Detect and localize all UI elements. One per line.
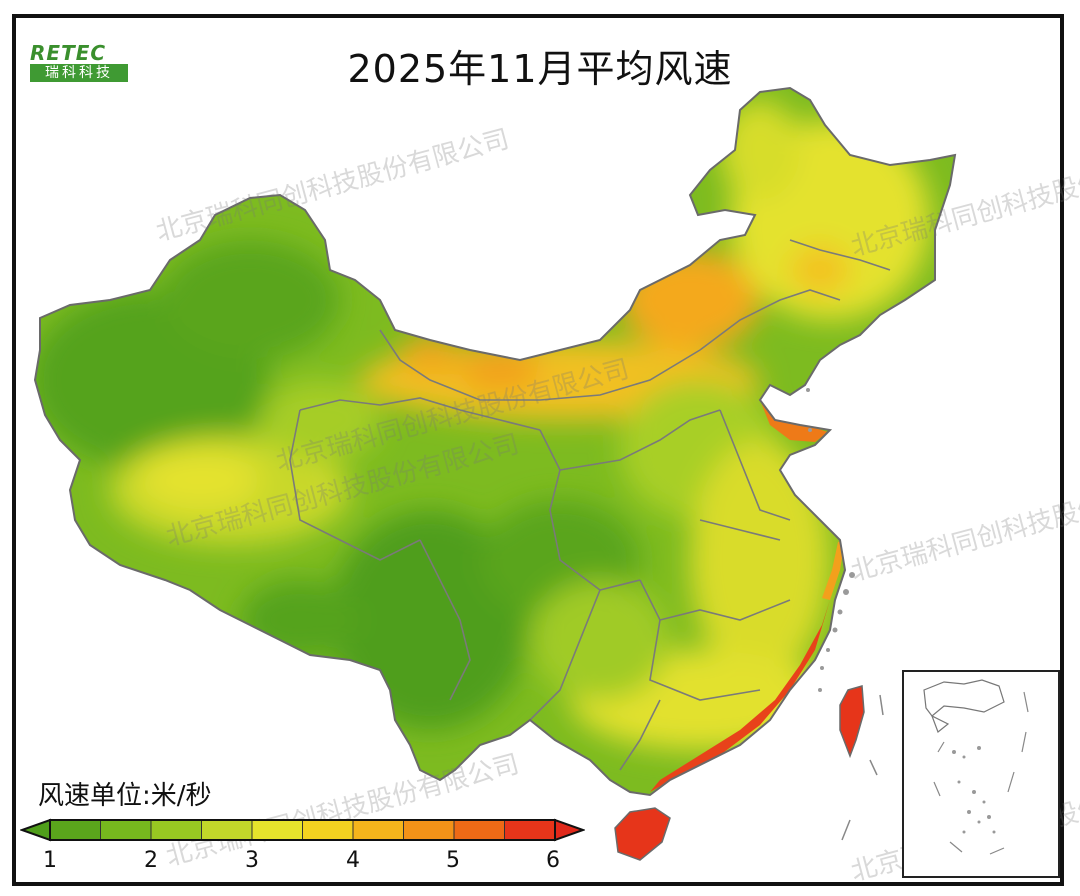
colorbar-segment [49, 819, 101, 841]
province-boundaries [289, 239, 891, 771]
tick-label: 4 [346, 848, 360, 873]
colorbar-low-arrow [20, 818, 51, 842]
unit-label: 风速单位:米/秒 [38, 781, 212, 811]
tick-label: 6 [546, 848, 560, 873]
retec-logo: RETEC 瑞科科技 [30, 42, 130, 82]
colorbar-segment [201, 819, 253, 841]
coastal-islands [806, 388, 855, 692]
colorbar-segment [251, 819, 303, 841]
colorbar-segment [403, 819, 455, 841]
hainan-island [615, 808, 670, 860]
colorbar-high-arrow [554, 818, 585, 842]
colorbar-segment [453, 819, 505, 841]
colorbar-segment [100, 819, 152, 841]
sea-boundary-lines [841, 694, 884, 841]
taiwan-island [840, 686, 864, 756]
colorbar-segment [150, 819, 202, 841]
logo-wordmark: RETEC [30, 41, 107, 65]
colorbar-segment [352, 819, 404, 841]
tick-label: 1 [43, 848, 57, 873]
colorbar [20, 818, 585, 842]
colorbar-segment [504, 819, 556, 841]
colorbar-border [49, 819, 556, 841]
tick-label: 2 [144, 848, 158, 873]
tick-label: 3 [245, 848, 259, 873]
inset-map [923, 679, 1029, 855]
map-title: 2025年11月平均风速 [347, 47, 733, 91]
colorbar-segment [302, 819, 354, 841]
south-china-sea-inset [902, 670, 1060, 878]
tick-label: 5 [446, 848, 460, 873]
logo-chinese-name: 瑞科科技 [30, 64, 128, 82]
